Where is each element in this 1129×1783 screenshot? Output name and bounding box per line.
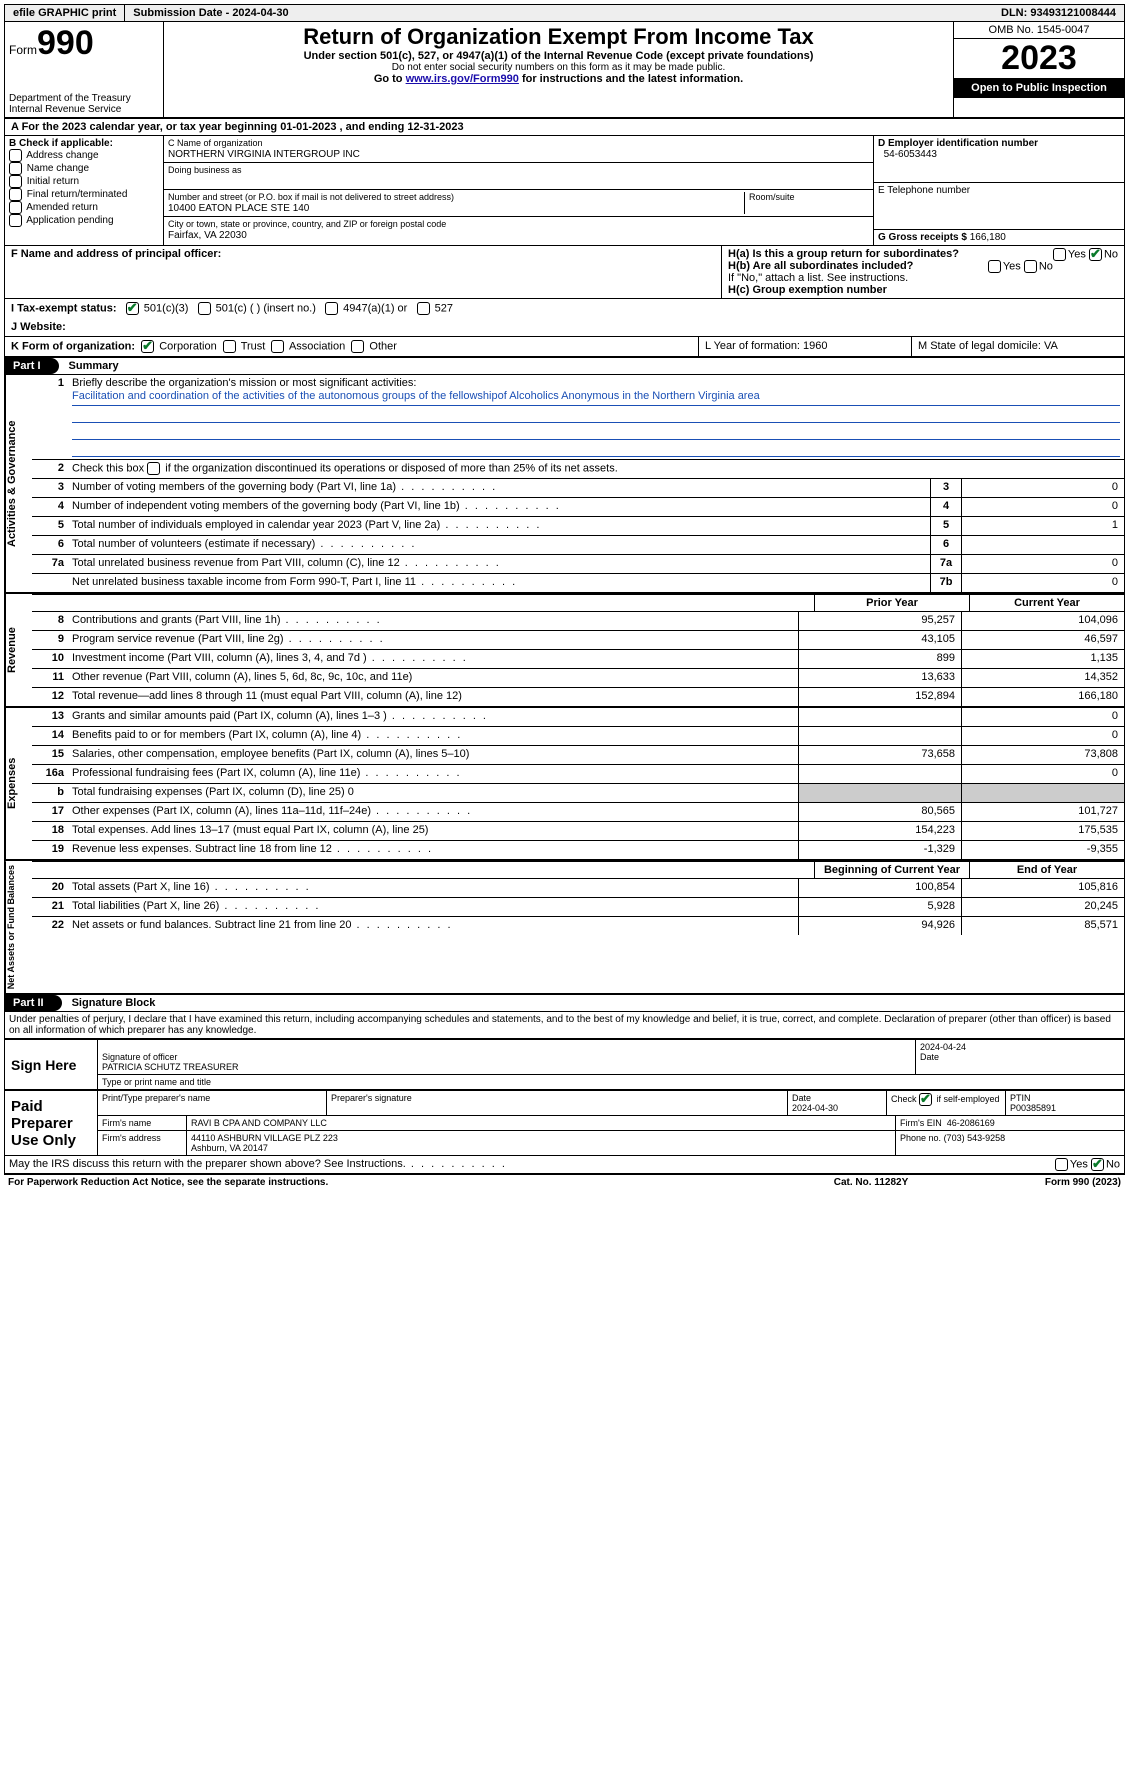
header-sub3: Go to www.irs.gov/Form990 for instructio… <box>170 73 947 85</box>
firm-phone: (703) 543-9258 <box>944 1133 1006 1143</box>
street-address: 10400 EATON PLACE STE 140 <box>168 203 309 214</box>
section-revenue: Revenue Prior YearCurrent Year 8Contribu… <box>4 594 1125 708</box>
ha-no[interactable] <box>1089 248 1102 261</box>
chk-initial-return[interactable] <box>9 175 22 188</box>
col-b-checkboxes: B Check if applicable: Address change Na… <box>5 136 164 245</box>
ha-yes[interactable] <box>1053 248 1066 261</box>
chk-application-pending[interactable] <box>9 214 22 227</box>
gross-receipts: 166,180 <box>970 232 1006 243</box>
perjury-declaration: Under penalties of perjury, I declare th… <box>4 1012 1125 1038</box>
group-return: H(a) Is this a group return for subordin… <box>722 246 1124 298</box>
tax-exempt-status: I Tax-exempt status: 501(c)(3) 501(c) ( … <box>11 302 1118 315</box>
part-2-header: Part II Signature Block <box>4 995 1125 1012</box>
val-7a: 0 <box>961 555 1124 573</box>
omb-number: OMB No. 1545-0047 <box>954 22 1124 39</box>
prep-date: 2024-04-30 <box>792 1103 838 1113</box>
dln-label: DLN: 93493121008444 <box>993 5 1124 21</box>
ptin: P00385891 <box>1010 1103 1056 1113</box>
page-footer: For Paperwork Reduction Act Notice, see … <box>4 1174 1125 1190</box>
discuss-yes[interactable] <box>1055 1158 1068 1171</box>
irs-label: Internal Revenue Service <box>9 104 159 115</box>
chk-discontinued[interactable] <box>147 462 160 475</box>
col-de: D Employer identification number 54-6053… <box>874 136 1124 245</box>
discuss-no[interactable] <box>1091 1158 1104 1171</box>
chk-501c3[interactable] <box>126 302 139 315</box>
form-title: Return of Organization Exempt From Incom… <box>170 24 947 50</box>
dept-treasury: Department of the Treasury <box>9 93 159 104</box>
chk-4947[interactable] <box>325 302 338 315</box>
chk-corp[interactable] <box>141 340 154 353</box>
sign-here-block: Sign Here Signature of officerPATRICIA S… <box>4 1038 1125 1090</box>
city-state-zip: Fairfax, VA 22030 <box>168 230 247 241</box>
chk-name-change[interactable] <box>9 162 22 175</box>
firm-ein: 46-2086169 <box>947 1118 995 1128</box>
chk-amended-return[interactable] <box>9 201 22 214</box>
val-7b: 0 <box>961 574 1124 592</box>
section-expenses: Expenses 13Grants and similar amounts pa… <box>4 708 1125 861</box>
chk-assoc[interactable] <box>271 340 284 353</box>
irs-link[interactable]: www.irs.gov/Form990 <box>406 73 519 85</box>
top-bar: efile GRAPHIC print Submission Date - 20… <box>4 4 1125 22</box>
org-name: NORTHERN VIRGINIA INTERGROUP INC <box>168 149 360 160</box>
chk-527[interactable] <box>417 302 430 315</box>
hb-yes[interactable] <box>988 260 1001 273</box>
paid-preparer-block: Paid Preparer Use Only Print/Type prepar… <box>4 1090 1125 1156</box>
may-discuss: May the IRS discuss this return with the… <box>4 1156 1125 1174</box>
officer-name: PATRICIA SCHUTZ TREASURER <box>102 1062 239 1072</box>
chk-final-return[interactable] <box>9 188 22 201</box>
row-a-tax-year: A For the 2023 calendar year, or tax yea… <box>4 119 1125 136</box>
mission-text: Facilitation and coordination of the act… <box>72 389 1120 406</box>
chk-self-employed[interactable] <box>919 1093 932 1106</box>
row-k: K Form of organization: Corporation Trus… <box>4 336 1125 358</box>
principal-officer: F Name and address of principal officer: <box>5 246 722 298</box>
val-6 <box>961 536 1124 554</box>
year-formation: L Year of formation: 1960 <box>698 337 911 356</box>
hb-no[interactable] <box>1024 260 1037 273</box>
chk-trust[interactable] <box>223 340 236 353</box>
chk-501c[interactable] <box>198 302 211 315</box>
block-bcde: B Check if applicable: Address change Na… <box>4 136 1125 245</box>
val-3: 0 <box>961 479 1124 497</box>
submission-date: Submission Date - 2024-04-30 <box>125 5 993 21</box>
val-4: 0 <box>961 498 1124 516</box>
col-c-org-info: C Name of organizationNORTHERN VIRGINIA … <box>164 136 874 245</box>
tax-year: 2023 <box>954 39 1124 78</box>
section-net-assets: Net Assets or Fund Balances Beginning of… <box>4 861 1125 995</box>
row-i-j: I Tax-exempt status: 501(c)(3) 501(c) ( … <box>4 298 1125 336</box>
section-governance: Activities & Governance 1 Briefly descri… <box>4 375 1125 594</box>
firm-address: 44110 ASHBURN VILLAGE PLZ 223 <box>191 1133 338 1143</box>
open-inspection: Open to Public Inspection <box>954 78 1124 98</box>
block-fh: F Name and address of principal officer:… <box>4 245 1125 298</box>
website-label: J Website: <box>11 321 66 333</box>
part-1-header: Part I Summary <box>4 358 1125 375</box>
efile-print-button[interactable]: efile GRAPHIC print <box>5 5 125 21</box>
form-number: Form990 <box>9 24 159 63</box>
header-sub1: Under section 501(c), 527, or 4947(a)(1)… <box>170 50 947 62</box>
chk-address-change[interactable] <box>9 149 22 162</box>
ein: 54-6053443 <box>884 149 937 160</box>
header-sub2: Do not enter social security numbers on … <box>170 62 947 73</box>
state-domicile: M State of legal domicile: VA <box>911 337 1124 356</box>
sign-date: 2024-04-24 <box>920 1042 966 1052</box>
firm-name: RAVI B CPA AND COMPANY LLC <box>187 1116 896 1130</box>
val-5: 1 <box>961 517 1124 535</box>
chk-other[interactable] <box>351 340 364 353</box>
form-header: Form990 Department of the Treasury Inter… <box>4 22 1125 119</box>
